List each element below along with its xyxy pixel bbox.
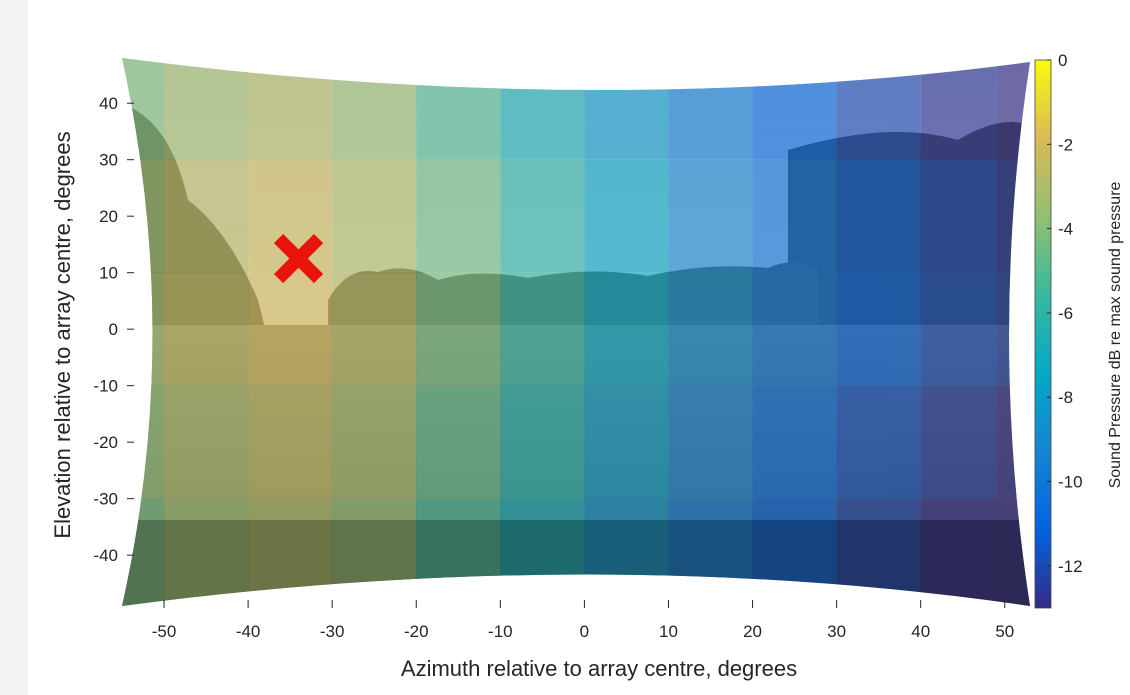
- colorbar-title: Sound Pressure dB re max sound pressure: [1107, 181, 1124, 488]
- heat-cell: [248, 385, 333, 499]
- colorbar-tick-label: -6: [1058, 304, 1073, 323]
- source-marker: [273, 233, 324, 284]
- y-tick-label: 10: [99, 264, 118, 283]
- heat-cell: [920, 385, 997, 499]
- heat-cell: [248, 58, 333, 160]
- x-tick-label: -40: [236, 622, 261, 641]
- x-tick-label: 10: [659, 622, 678, 641]
- y-tick-label: 20: [99, 207, 118, 226]
- x-axis-title: Azimuth relative to array centre, degree…: [401, 656, 797, 681]
- heat-cell: [500, 272, 585, 386]
- y-tick-label: -30: [93, 490, 118, 509]
- x-tick-label: -50: [152, 622, 177, 641]
- heat-cell: [332, 272, 417, 386]
- heat-cell: [920, 159, 997, 273]
- heat-cell: [500, 159, 585, 273]
- heat-cell: [332, 385, 417, 499]
- heat-cell: [920, 58, 997, 160]
- heat-cell: [836, 58, 921, 160]
- heat-cell: [584, 58, 669, 160]
- x-tick-label: -10: [488, 622, 513, 641]
- y-tick-label: -40: [93, 546, 118, 565]
- x-tick-label: 40: [911, 622, 930, 641]
- heat-cell: [920, 272, 997, 386]
- y-tick-label: 40: [99, 94, 118, 113]
- y-axis-title: Elevation relative to array centre, degr…: [50, 131, 75, 538]
- heat-cell: [836, 159, 921, 273]
- heat-cell: [164, 58, 249, 160]
- heat-cell: [752, 385, 837, 499]
- heat-cell: [920, 498, 997, 606]
- x-tick-label: -20: [404, 622, 429, 641]
- colorbar-tick-label: -4: [1058, 220, 1073, 239]
- heat-cell: [752, 58, 837, 160]
- heat-cell: [416, 58, 501, 160]
- heat-cell: [584, 159, 669, 273]
- colorbar-tick-label: -12: [1058, 557, 1083, 576]
- heat-cell: [500, 58, 585, 160]
- heat-cell: [164, 385, 249, 499]
- colorbar-tick-label: -10: [1058, 473, 1083, 492]
- y-tick-label: -20: [93, 433, 118, 452]
- heat-cell: [416, 272, 501, 386]
- y-axis: 40 30 20 10 0 -10 -20 -30 -40: [93, 94, 134, 565]
- x-tick-label: 20: [743, 622, 762, 641]
- heat-cell: [332, 159, 417, 273]
- shadow-dim: [122, 520, 1030, 606]
- y-tick-label: 30: [99, 151, 118, 170]
- heat-cell: [248, 272, 333, 386]
- marker-stroke: [273, 233, 324, 284]
- figure: 40 30 20 10 0 -10 -20 -30 -40 -50 -40 -30 -20 -10 0 10…: [28, 0, 1130, 695]
- heat-cell: [332, 58, 417, 160]
- x-tick-label: -30: [320, 622, 345, 641]
- heat-cell: [752, 159, 837, 273]
- heat-cell: [668, 272, 753, 386]
- x-tick-label: 50: [995, 622, 1014, 641]
- photo-region: [122, 58, 1030, 606]
- x-axis: -50 -40 -30 -20 -10 0 10 20 30 40 50: [152, 600, 1014, 641]
- heat-cell: [836, 385, 921, 499]
- colorbar-tick-label: -2: [1058, 135, 1073, 154]
- heat-cell: [668, 159, 753, 273]
- heat-cell: [668, 385, 753, 499]
- heat-cell: [416, 159, 501, 273]
- y-tick-label: -10: [93, 377, 118, 396]
- heat-cell: [164, 272, 249, 386]
- heat-cell: [416, 385, 501, 499]
- y-tick-label: 0: [109, 320, 118, 339]
- heat-cell: [500, 385, 585, 499]
- heat-cell: [584, 385, 669, 499]
- heat-cell: [164, 159, 249, 273]
- heat-cell: [836, 272, 921, 386]
- heat-cell: [752, 272, 837, 386]
- x-tick-label: 0: [580, 622, 589, 641]
- colorbar-ticks: 0 -2 -4 -6 -8 -10 -12: [1047, 51, 1083, 576]
- colorbar: [1034, 59, 1052, 609]
- x-tick-label: 30: [827, 622, 846, 641]
- heat-cell: [668, 58, 753, 160]
- colorbar-tick-label: -8: [1058, 388, 1073, 407]
- heat-cell: [584, 272, 669, 386]
- colorbar-tick-label: 0: [1058, 51, 1067, 70]
- heat-cell: [164, 498, 249, 606]
